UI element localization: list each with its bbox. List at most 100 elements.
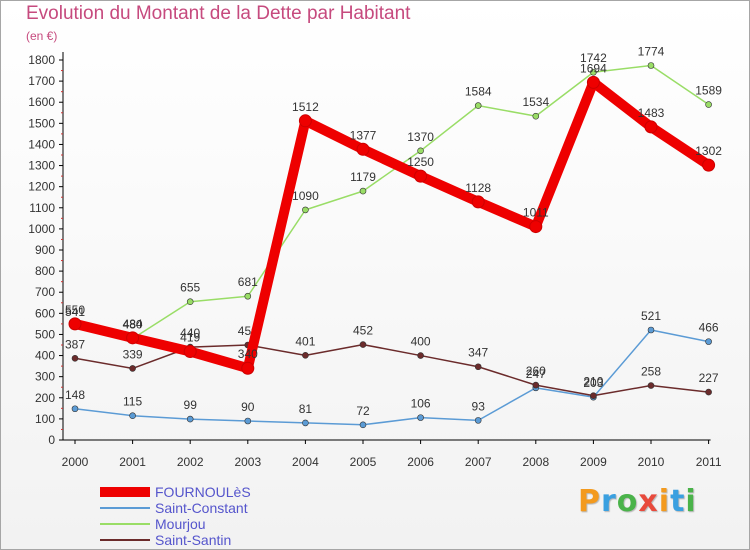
data-label: 339 xyxy=(123,347,143,361)
x-tick-label: 2006 xyxy=(407,455,434,469)
data-label: 227 xyxy=(699,371,719,385)
y-tick-label: 1800 xyxy=(28,53,55,67)
data-point xyxy=(417,352,424,359)
data-label: 387 xyxy=(65,337,85,351)
data-point xyxy=(532,381,540,389)
series-line-FOURNOULèS xyxy=(70,77,714,374)
data-label: 340 xyxy=(238,347,258,361)
y-tick-label: 300 xyxy=(35,370,55,384)
data-point xyxy=(471,195,485,209)
data-point xyxy=(414,169,428,183)
logo-letter: i xyxy=(685,484,697,519)
y-tick-label: 1100 xyxy=(29,201,55,215)
y-tick-label: 1000 xyxy=(28,222,55,236)
data-label: 541 xyxy=(65,305,85,319)
chart-title: Evolution du Montant de la Dette par Hab… xyxy=(26,3,411,24)
y-tick-label: 500 xyxy=(35,327,55,341)
chart-subtitle: (en €) xyxy=(26,29,58,43)
data-label: 452 xyxy=(353,324,373,338)
data-point xyxy=(183,345,197,359)
logo-letter: t xyxy=(670,484,686,519)
data-label: 1370 xyxy=(407,130,434,144)
data-label: 655 xyxy=(180,281,200,295)
data-label: 1128 xyxy=(465,181,491,195)
data-label: 480 xyxy=(123,318,143,332)
data-point xyxy=(71,354,79,362)
data-point xyxy=(474,417,482,424)
x-tick-label: 2004 xyxy=(292,455,319,469)
data-label: 1534 xyxy=(522,95,549,109)
data-point xyxy=(359,341,367,348)
data-label: 681 xyxy=(238,275,258,289)
y-tick-label: 600 xyxy=(35,306,55,320)
logo-letter: P xyxy=(578,484,601,519)
data-label: 1774 xyxy=(638,44,665,58)
data-label: 148 xyxy=(65,388,85,402)
data-point xyxy=(129,365,136,372)
data-point xyxy=(359,187,367,195)
data-point xyxy=(241,361,255,375)
series-line-Mourjou xyxy=(74,64,710,340)
x-tick-label: 2005 xyxy=(350,455,377,469)
data-point xyxy=(298,114,312,128)
data-label: 90 xyxy=(241,400,255,414)
data-point xyxy=(417,147,424,155)
x-tick-label: 2000 xyxy=(62,455,89,469)
y-tick-label: 800 xyxy=(35,264,55,278)
data-label: 419 xyxy=(180,331,200,345)
data-label: 1483 xyxy=(638,106,665,120)
data-label: 440 xyxy=(180,326,200,340)
data-label: 1302 xyxy=(695,144,722,158)
data-point xyxy=(702,158,716,172)
y-tick-label: 1400 xyxy=(28,137,55,151)
data-point xyxy=(647,382,655,389)
data-point xyxy=(417,414,424,421)
data-point xyxy=(474,102,482,109)
x-tick-label: 2010 xyxy=(638,455,665,469)
data-point xyxy=(68,317,82,331)
y-tick-label: 1500 xyxy=(28,116,55,130)
data-point xyxy=(532,112,540,120)
data-label: 521 xyxy=(641,309,661,323)
data-label: 347 xyxy=(468,346,488,360)
x-tick-label: 2009 xyxy=(580,455,607,469)
logo-letter: x xyxy=(638,484,659,519)
data-label: 466 xyxy=(699,321,719,335)
data-point xyxy=(647,326,655,334)
data-label: 1377 xyxy=(350,128,377,142)
legend-label: Mourjou xyxy=(155,516,206,532)
data-label: 81 xyxy=(299,402,313,416)
data-label: 550 xyxy=(65,303,85,317)
series-line-Saint-Santin xyxy=(74,343,710,397)
data-point xyxy=(474,363,482,371)
data-point xyxy=(126,331,140,345)
data-point xyxy=(644,120,658,134)
data-label: 1179 xyxy=(350,170,376,184)
y-tick-label: 1300 xyxy=(28,159,55,173)
data-point xyxy=(529,220,543,234)
series-line-Saint-Constant xyxy=(74,329,710,426)
data-label: 115 xyxy=(123,395,142,409)
data-point xyxy=(244,417,252,425)
data-label: 247 xyxy=(526,367,546,381)
y-tick-label: 1200 xyxy=(28,180,55,194)
data-point xyxy=(590,392,597,399)
data-point xyxy=(302,352,309,359)
data-label: 106 xyxy=(411,397,431,411)
data-label: 93 xyxy=(472,399,486,413)
data-label: 203 xyxy=(583,376,603,390)
logo-letter: r xyxy=(601,484,617,519)
y-tick-label: 900 xyxy=(35,243,55,257)
data-point xyxy=(186,415,194,423)
x-tick-label: 2001 xyxy=(119,455,146,469)
x-tick-label: 2002 xyxy=(177,455,204,469)
data-label: 99 xyxy=(184,398,198,412)
x-tick-label: 2011 xyxy=(696,455,722,469)
data-point xyxy=(302,419,309,427)
data-label: 260 xyxy=(526,364,546,378)
data-point xyxy=(244,292,252,300)
logo-letter: o xyxy=(616,484,639,519)
data-label: 1694 xyxy=(580,61,607,75)
